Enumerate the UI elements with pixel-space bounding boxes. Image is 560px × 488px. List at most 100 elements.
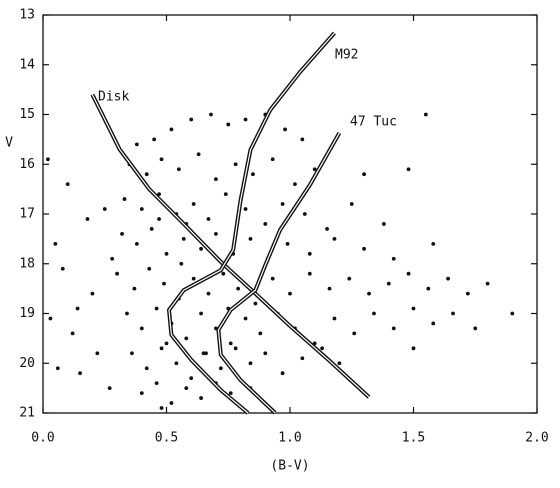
star-point — [206, 291, 211, 296]
star-point — [233, 346, 238, 351]
y-tick-label: 14 — [19, 57, 35, 72]
star-point — [209, 112, 213, 117]
star-point — [46, 157, 50, 162]
star-point — [258, 331, 263, 336]
star-point — [431, 241, 436, 246]
star-point — [144, 172, 149, 177]
y-tick-label: 16 — [19, 157, 35, 172]
star-point — [243, 316, 248, 321]
star-point — [423, 112, 428, 117]
star-point — [55, 366, 60, 371]
star-point — [169, 127, 174, 132]
star-point — [139, 326, 144, 331]
star-point — [65, 182, 70, 187]
star-point — [391, 326, 396, 331]
y-tick-label: 20 — [19, 356, 35, 371]
star-point — [465, 291, 470, 296]
y-axis-label: V — [5, 136, 13, 151]
star-point — [223, 192, 228, 197]
star-point — [110, 256, 115, 261]
star-point — [251, 172, 255, 177]
star-point — [243, 117, 248, 122]
star-point — [411, 346, 416, 351]
star-point — [184, 386, 189, 391]
star-point — [174, 361, 179, 366]
star-point — [263, 222, 268, 226]
star-point — [347, 276, 352, 281]
star-point — [191, 202, 196, 206]
star-point — [372, 311, 376, 316]
curve-label: M92 — [335, 48, 358, 63]
star-point — [248, 361, 253, 366]
star-point — [181, 236, 186, 241]
star-point — [159, 157, 164, 162]
star-point — [157, 192, 161, 197]
isochrone-outline — [167, 31, 337, 415]
star-point — [263, 351, 268, 356]
star-point — [154, 306, 159, 311]
star-point — [154, 381, 159, 386]
star-point — [426, 286, 431, 291]
star-point — [446, 276, 450, 281]
star-point — [367, 291, 371, 296]
star-point — [236, 286, 241, 291]
x-tick-label: 0.0 — [31, 431, 54, 446]
star-point — [199, 246, 203, 251]
star-point — [270, 157, 275, 162]
curve-label: 47 Tuc — [350, 115, 397, 130]
star-point — [327, 286, 332, 291]
star-point — [243, 207, 248, 211]
star-point — [302, 212, 307, 216]
isochrone-outline — [90, 93, 371, 399]
star-point — [221, 271, 226, 276]
star-point — [293, 182, 297, 187]
star-point — [325, 227, 329, 231]
star-point — [307, 251, 312, 256]
star-point — [406, 167, 411, 172]
star-point — [485, 281, 490, 286]
star-point — [285, 241, 290, 246]
star-point — [179, 261, 184, 266]
curve-label: Disk — [98, 90, 129, 105]
star-point — [300, 356, 305, 361]
star-point — [201, 351, 206, 356]
y-tick-label: 15 — [19, 107, 35, 122]
star-point — [75, 306, 80, 311]
star-point — [362, 172, 366, 177]
star-point — [352, 331, 357, 336]
star-point — [288, 291, 292, 296]
star-point — [332, 316, 337, 321]
x-tick-label: 0.5 — [155, 431, 178, 446]
isochrone — [168, 32, 335, 414]
star-point — [196, 152, 201, 157]
star-point — [214, 232, 218, 236]
star-point — [115, 271, 119, 276]
star-point — [214, 177, 218, 182]
star-point — [337, 361, 342, 366]
star-point — [147, 266, 152, 271]
star-point — [184, 336, 189, 341]
y-tick-label: 13 — [19, 8, 35, 23]
y-tick-label: 19 — [19, 306, 35, 321]
star-point — [78, 371, 82, 376]
star-point — [362, 246, 366, 251]
star-point — [248, 236, 253, 241]
star-point — [349, 202, 354, 206]
star-point — [233, 162, 238, 167]
y-tick-label: 17 — [19, 207, 35, 222]
star-point — [144, 366, 149, 371]
isochrone — [217, 132, 340, 414]
star-point — [159, 346, 164, 351]
star-point — [191, 276, 196, 281]
isochrone — [91, 94, 370, 398]
star-point — [332, 236, 337, 241]
star-point — [120, 232, 124, 236]
star-point — [48, 316, 53, 321]
star-point — [139, 391, 144, 395]
star-point — [206, 217, 211, 221]
star-point — [228, 391, 233, 395]
star-point — [386, 281, 391, 286]
star-point — [199, 311, 203, 316]
x-tick-label: 2.0 — [525, 431, 548, 446]
